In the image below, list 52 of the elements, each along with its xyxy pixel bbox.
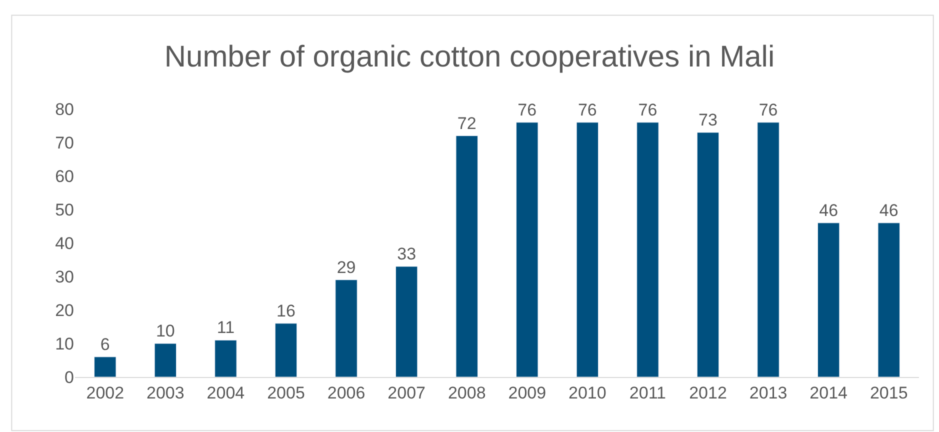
x-tick-label: 2013	[749, 383, 788, 402]
x-tick-label: 2006	[327, 383, 366, 402]
bar	[696, 132, 720, 377]
data-label: 76	[578, 100, 597, 120]
x-tick-label: 2002	[86, 383, 124, 402]
data-label: 72	[457, 114, 476, 133]
data-label: 76	[758, 100, 778, 120]
x-tick-label: 2012	[689, 383, 727, 402]
data-label: 29	[336, 258, 356, 277]
data-label: 33	[397, 244, 416, 264]
data-label: 6	[100, 334, 110, 354]
y-tick-label: 80	[55, 100, 74, 119]
x-tick-label: 2011	[629, 383, 666, 402]
y-tick-label: 30	[55, 267, 74, 286]
y-tick-label: 0	[64, 368, 74, 387]
y-tick-label: 70	[55, 133, 74, 152]
x-tick-label: 2004	[206, 383, 245, 402]
chart-title: Number of organic cotton cooperatives in Mali	[164, 40, 775, 74]
bar	[576, 122, 599, 377]
bar	[636, 122, 659, 377]
y-tick-label: 60	[55, 166, 74, 186]
data-label: 46	[819, 200, 838, 220]
bar	[878, 222, 900, 377]
bar	[154, 343, 177, 377]
bar	[94, 356, 116, 377]
bar	[335, 280, 358, 377]
y-tick-label: 10	[55, 334, 74, 354]
x-tick-label: 2014	[810, 383, 848, 402]
data-label: 10	[156, 322, 175, 340]
bar	[395, 266, 418, 377]
x-tick-label: 2010	[568, 383, 606, 402]
x-tick-label: 2008	[448, 383, 486, 402]
x-tick-label: 2009	[508, 383, 546, 402]
bar	[456, 136, 478, 377]
y-tick-label: 20	[55, 300, 74, 320]
x-tick-label: 2015	[870, 383, 908, 402]
data-label: 76	[518, 100, 537, 120]
bar	[214, 340, 237, 377]
bar	[274, 323, 298, 377]
data-label: 11	[216, 318, 235, 338]
x-tick-label: 2003	[146, 383, 184, 402]
bar	[757, 122, 780, 377]
y-tick-label: 50	[55, 200, 74, 220]
bar	[516, 122, 538, 377]
x-tick-label: 2005	[267, 383, 305, 402]
y-tick-label: 40	[55, 234, 74, 253]
data-label: 73	[698, 110, 718, 130]
x-tick-label: 2007	[388, 383, 426, 402]
data-label: 46	[879, 200, 898, 220]
data-label: 76	[638, 100, 658, 120]
data-label: 16	[276, 301, 296, 320]
bar	[817, 222, 840, 377]
